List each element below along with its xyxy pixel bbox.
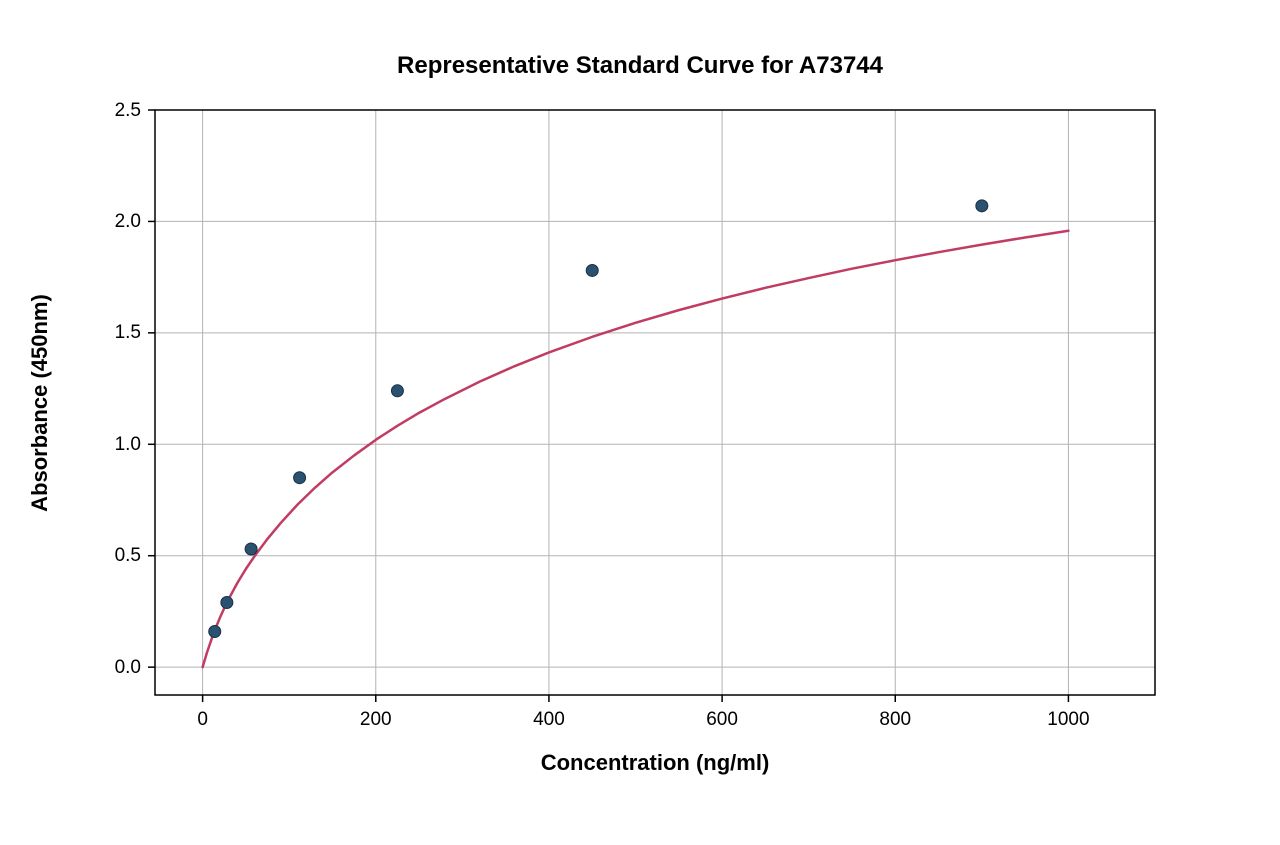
x-tick-label: 600 (706, 709, 738, 731)
y-tick-label: 2.0 (115, 211, 141, 233)
x-tick-label: 0 (197, 709, 208, 731)
x-tick-label: 200 (360, 709, 392, 731)
y-tick-label: 1.0 (115, 434, 141, 456)
x-tick-label: 800 (879, 709, 911, 731)
y-tick-label: 0.0 (115, 657, 141, 679)
x-tick-label: 400 (533, 709, 565, 731)
chart-container: Representative Standard Curve for A73744… (0, 0, 1280, 845)
y-tick-label: 1.5 (115, 322, 141, 344)
y-tick-label: 2.5 (115, 100, 141, 122)
y-tick-label: 0.5 (115, 545, 141, 567)
x-tick-label: 1000 (1047, 709, 1089, 731)
